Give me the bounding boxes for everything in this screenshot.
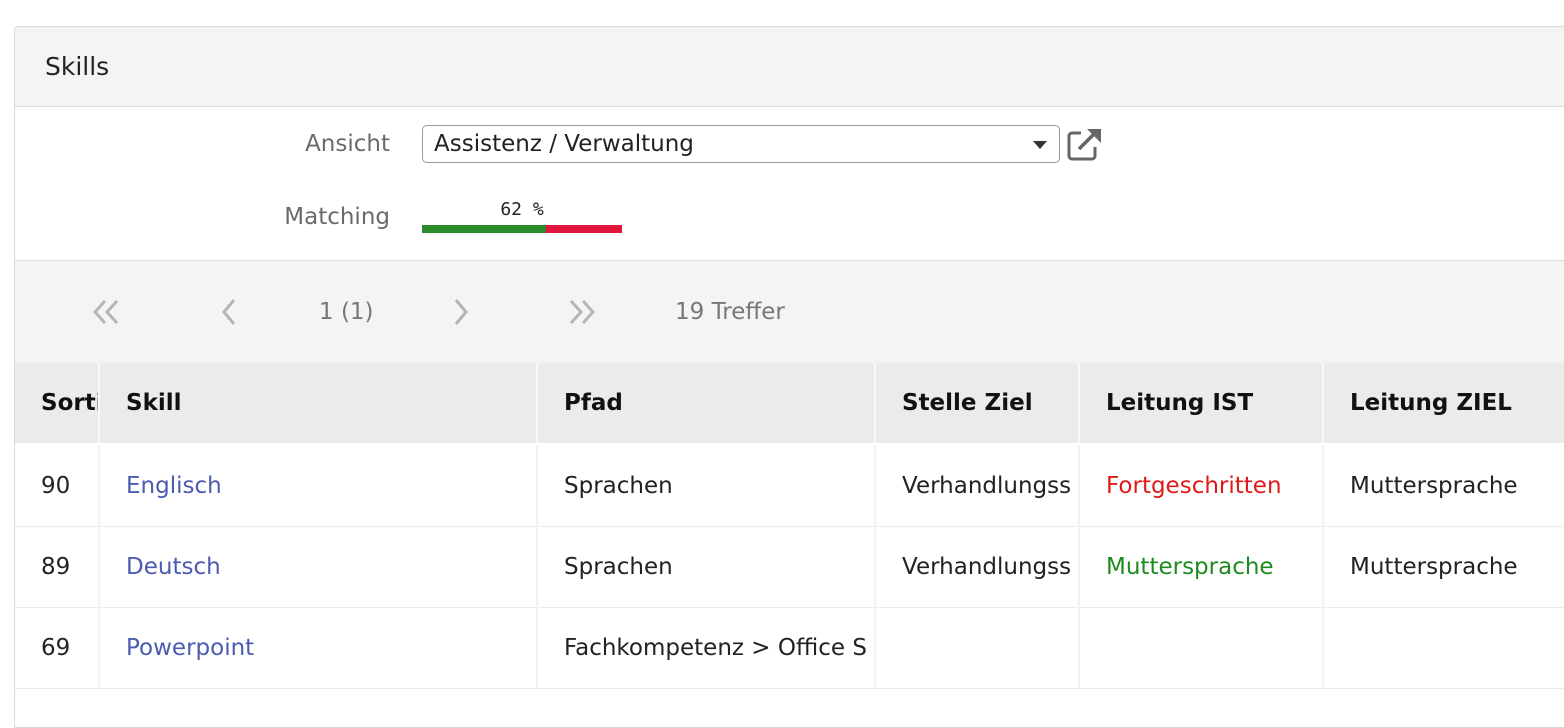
cell-path: Sprachen	[538, 526, 876, 607]
skills-panel: Skills Ansicht Assistenz / Verwaltung Ma…	[14, 26, 1564, 728]
first-page-button[interactable]	[91, 261, 121, 363]
next-page-button[interactable]	[451, 261, 471, 363]
view-select-value: Assistenz / Verwaltung	[434, 131, 694, 157]
table-row: 69 Powerpoint Fachkompetenz > Office S	[15, 607, 1564, 689]
matching-percent-text: 62 %	[500, 199, 544, 220]
chevron-left-icon	[222, 299, 236, 325]
cell-leitung-ziel: Muttersprache	[1324, 526, 1564, 607]
matching-bar-fill	[422, 225, 546, 233]
double-chevron-left-icon	[92, 299, 119, 325]
cell-stelle-ziel: Verhandlungss	[876, 526, 1080, 607]
cell-sort: 89	[15, 526, 100, 607]
skill-link[interactable]: Powerpoint	[126, 634, 255, 661]
column-header-path[interactable]: Pfad	[538, 363, 876, 443]
cell-leitung-ist	[1080, 607, 1324, 688]
cell-path: Fachkompetenz > Office S	[538, 607, 876, 688]
chevron-down-icon	[1033, 141, 1047, 149]
cell-leitung-ziel: Muttersprache	[1324, 445, 1564, 526]
pagination-bar: 1 (1) 19 Treffer	[15, 260, 1564, 364]
cell-leitung-ist: Muttersprache	[1080, 526, 1324, 607]
cell-stelle-ziel: Verhandlungss	[876, 445, 1080, 526]
page-indicator: 1 (1)	[319, 261, 374, 363]
view-select[interactable]: Assistenz / Verwaltung	[422, 125, 1060, 163]
table-header: Sorti Skill Pfad Stelle Ziel Leitung IST…	[15, 363, 1564, 443]
hits-count: 19 Treffer	[675, 261, 785, 363]
panel-title: Skills	[45, 52, 110, 81]
column-header-leitung-ist[interactable]: Leitung IST	[1080, 363, 1324, 443]
external-link-icon[interactable]	[1067, 127, 1103, 161]
matching-bar	[422, 225, 622, 233]
table-row: 89 Deutsch Sprachen Verhandlungss Mutter…	[15, 526, 1564, 608]
column-header-stelle-ziel[interactable]: Stelle Ziel	[876, 363, 1080, 443]
table-row: 90 Englisch Sprachen Verhandlungss Fortg…	[15, 445, 1564, 527]
column-header-leitung-ziel[interactable]: Leitung ZIEL	[1324, 363, 1564, 443]
cell-sort: 90	[15, 445, 100, 526]
last-page-button[interactable]	[567, 261, 597, 363]
matching-label: Matching	[284, 204, 390, 230]
cell-leitung-ist: Fortgeschritten	[1080, 445, 1324, 526]
skill-link[interactable]: Englisch	[126, 472, 222, 499]
matching-meter: 62 %	[422, 199, 622, 235]
hits-count-text: 19 Treffer	[675, 299, 785, 325]
matching-row: Matching	[15, 199, 390, 235]
view-row: Ansicht	[15, 125, 390, 163]
panel-header: Skills	[15, 27, 1564, 107]
column-header-skill[interactable]: Skill	[100, 363, 538, 443]
view-label: Ansicht	[305, 131, 390, 157]
skill-link[interactable]: Deutsch	[126, 553, 221, 580]
double-chevron-right-icon	[569, 299, 596, 325]
previous-page-button[interactable]	[219, 261, 239, 363]
cell-leitung-ziel	[1324, 607, 1564, 688]
cell-sort: 69	[15, 607, 100, 688]
chevron-right-icon	[454, 299, 468, 325]
cell-path: Sprachen	[538, 445, 876, 526]
column-header-sort[interactable]: Sorti	[15, 363, 100, 443]
cell-stelle-ziel	[876, 607, 1080, 688]
page-indicator-text: 1 (1)	[319, 299, 374, 325]
